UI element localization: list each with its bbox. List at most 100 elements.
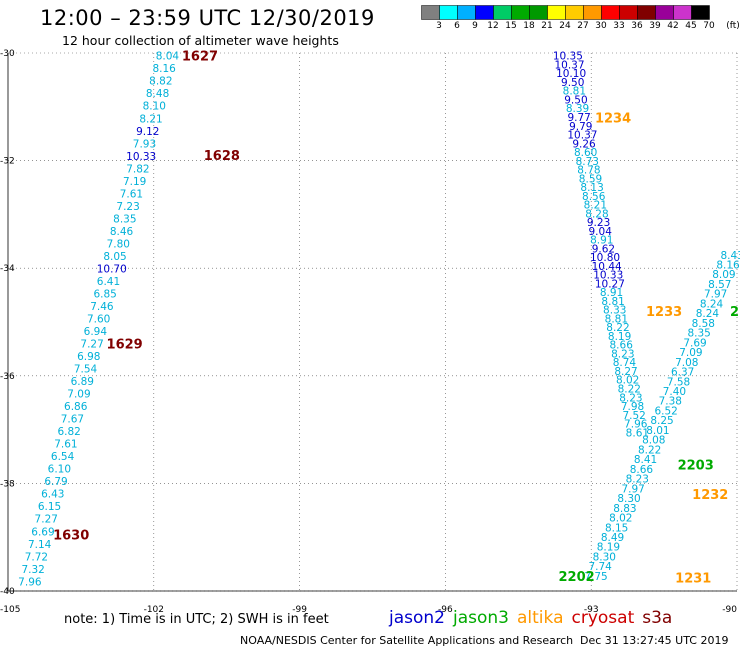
wave-height-value: 7.14	[28, 539, 52, 551]
wave-height-value: 9.04	[589, 226, 613, 238]
wave-height-value: 8.01	[646, 425, 669, 437]
map-subtitle: 12 hour collection of altimeter wave hei…	[62, 33, 339, 48]
wave-height-value: 8.66	[610, 340, 634, 352]
wave-height-value: 6.41	[97, 276, 120, 288]
wave-height-value: 7.23	[116, 201, 139, 213]
color-legend-bar	[421, 5, 710, 20]
wave-height-value: 9.50	[561, 77, 584, 89]
wave-height-value: 9.26	[572, 138, 596, 150]
wave-height-value: 7.97	[704, 289, 727, 301]
wave-height-value: 9.12	[136, 126, 159, 138]
wave-height-value: 8.48	[146, 88, 169, 100]
wave-height-value: 10.80	[590, 252, 620, 264]
wave-height-value: 7.93	[133, 138, 156, 150]
pass-time-label: 1627	[182, 50, 218, 65]
wave-height-value: 7.46	[90, 301, 114, 313]
x-tick-label: -93	[584, 605, 599, 615]
legend-tick-label: 36	[631, 21, 643, 31]
wave-height-value: 8.16	[716, 259, 740, 271]
pass-time-label: 2203	[678, 459, 714, 474]
wave-height-value: 7.54	[74, 364, 98, 376]
wave-height-value: 7.19	[123, 176, 146, 188]
wave-height-value: 8.91	[600, 287, 623, 299]
wave-height-value: 8.59	[579, 173, 602, 185]
wave-height-value: 7.61	[54, 439, 77, 451]
wave-height-value: 8.35	[687, 328, 710, 340]
wave-height-value: 8.41	[634, 454, 657, 466]
wave-height-value: 8.19	[597, 542, 620, 554]
wave-height-value: 8.56	[582, 191, 606, 203]
wave-height-value: 7.32	[21, 564, 44, 576]
wave-height-value: 7.58	[667, 376, 690, 388]
wave-height-value: 6.89	[71, 376, 94, 388]
satellite-legend: jason2 jason3 altika cryosat s3a	[389, 608, 680, 628]
wave-height-value: 9.79	[569, 121, 592, 133]
wave-height-value: 6.15	[38, 501, 61, 513]
wave-height-value: 10.27	[595, 278, 625, 290]
wave-height-value: 8.78	[577, 165, 600, 177]
wave-height-value: 8.22	[618, 383, 641, 395]
wave-height-value: 7.60	[87, 314, 110, 326]
wave-height-value: 8.22	[606, 322, 629, 334]
legend-tick-label: 27	[577, 21, 589, 31]
credit-line: NOAA/NESDIS Center for Satellite Applica…	[240, 634, 574, 647]
pass-time-label: 1233	[646, 305, 682, 320]
legend-tick-label: 33	[613, 21, 625, 31]
wave-height-value: 10.33	[593, 270, 623, 282]
wave-height-value: 7.97	[621, 483, 644, 495]
wave-height-value: 10.70	[97, 263, 127, 275]
wave-height-value: 8.22	[638, 444, 661, 456]
wave-height-value: 8.24	[696, 308, 720, 320]
pass-time-label: 1234	[595, 112, 631, 127]
wave-height-value: 10.33	[126, 151, 156, 163]
legend-tick-label: 18	[523, 21, 535, 31]
wave-height-value: 8.23	[626, 474, 649, 486]
wave-height-value: 8.81	[601, 296, 624, 308]
map-title: 12:00 – 23:59 UTC 12/30/2019	[40, 6, 375, 30]
wave-height-value: 8.23	[611, 348, 634, 360]
wave-height-value: 8.08	[642, 435, 665, 447]
wave-height-value: 6.52	[654, 405, 677, 417]
wave-height-value: 8.21	[139, 113, 162, 125]
wave-height-value: 6.98	[77, 351, 100, 363]
wave-height-value: 8.74	[613, 357, 637, 369]
wave-height-value: 8.10	[143, 101, 166, 113]
wave-height-value: 8.27	[614, 366, 637, 378]
legend-tick-label: 45	[685, 21, 697, 31]
legend-tick-label: 42	[667, 21, 679, 31]
wave-height-value: 6.94	[84, 326, 108, 338]
legend-tick-label: 6	[454, 21, 460, 31]
wave-height-value: 8.43	[720, 250, 740, 262]
pass-time-label: 1628	[204, 149, 240, 164]
wave-height-value: 6.10	[48, 464, 71, 476]
y-tick-label: -34	[0, 264, 15, 274]
x-tick-label: -102	[144, 605, 164, 615]
wave-height-value: 8.19	[608, 331, 631, 343]
wave-height-value: 8.16	[152, 63, 176, 75]
wave-height-value: 8.81	[563, 86, 586, 98]
legend-tick-label: 12	[487, 21, 499, 31]
legend-swatch	[691, 5, 710, 20]
wave-height-value: 8.66	[630, 464, 654, 476]
wave-height-value: 10.37	[567, 130, 597, 142]
wave-height-value: 10.37	[554, 59, 584, 71]
satellite-jason2: jason2	[389, 608, 445, 628]
wave-height-value: 7.09	[679, 347, 702, 359]
x-tick-label: -105	[0, 605, 20, 615]
wave-height-value: 6.85	[93, 288, 116, 300]
pass-time-label: 1232	[692, 488, 728, 503]
wave-height-value: 7.98	[621, 401, 644, 413]
x-tick-label: -90	[722, 605, 737, 615]
legend-tick-label: 24	[559, 21, 571, 31]
wave-height-value: 7.75	[584, 571, 607, 583]
pass-time-label: 1629	[107, 338, 143, 353]
wave-height-value: 7.27	[35, 514, 58, 526]
legend-tick-label: 30	[595, 21, 607, 31]
wave-height-value: 7.74	[588, 561, 612, 573]
x-tick-label: -99	[292, 605, 307, 615]
y-tick-label: -32	[0, 157, 15, 167]
wave-height-value: 8.57	[708, 279, 731, 291]
color-legend-labels: 3 6 9 12 15 18 21 24 27 30 33 36 39 42 45 70 (ft)	[421, 21, 740, 35]
wave-height-value: 8.73	[576, 156, 599, 168]
wave-height-value: 9.50	[564, 94, 587, 106]
